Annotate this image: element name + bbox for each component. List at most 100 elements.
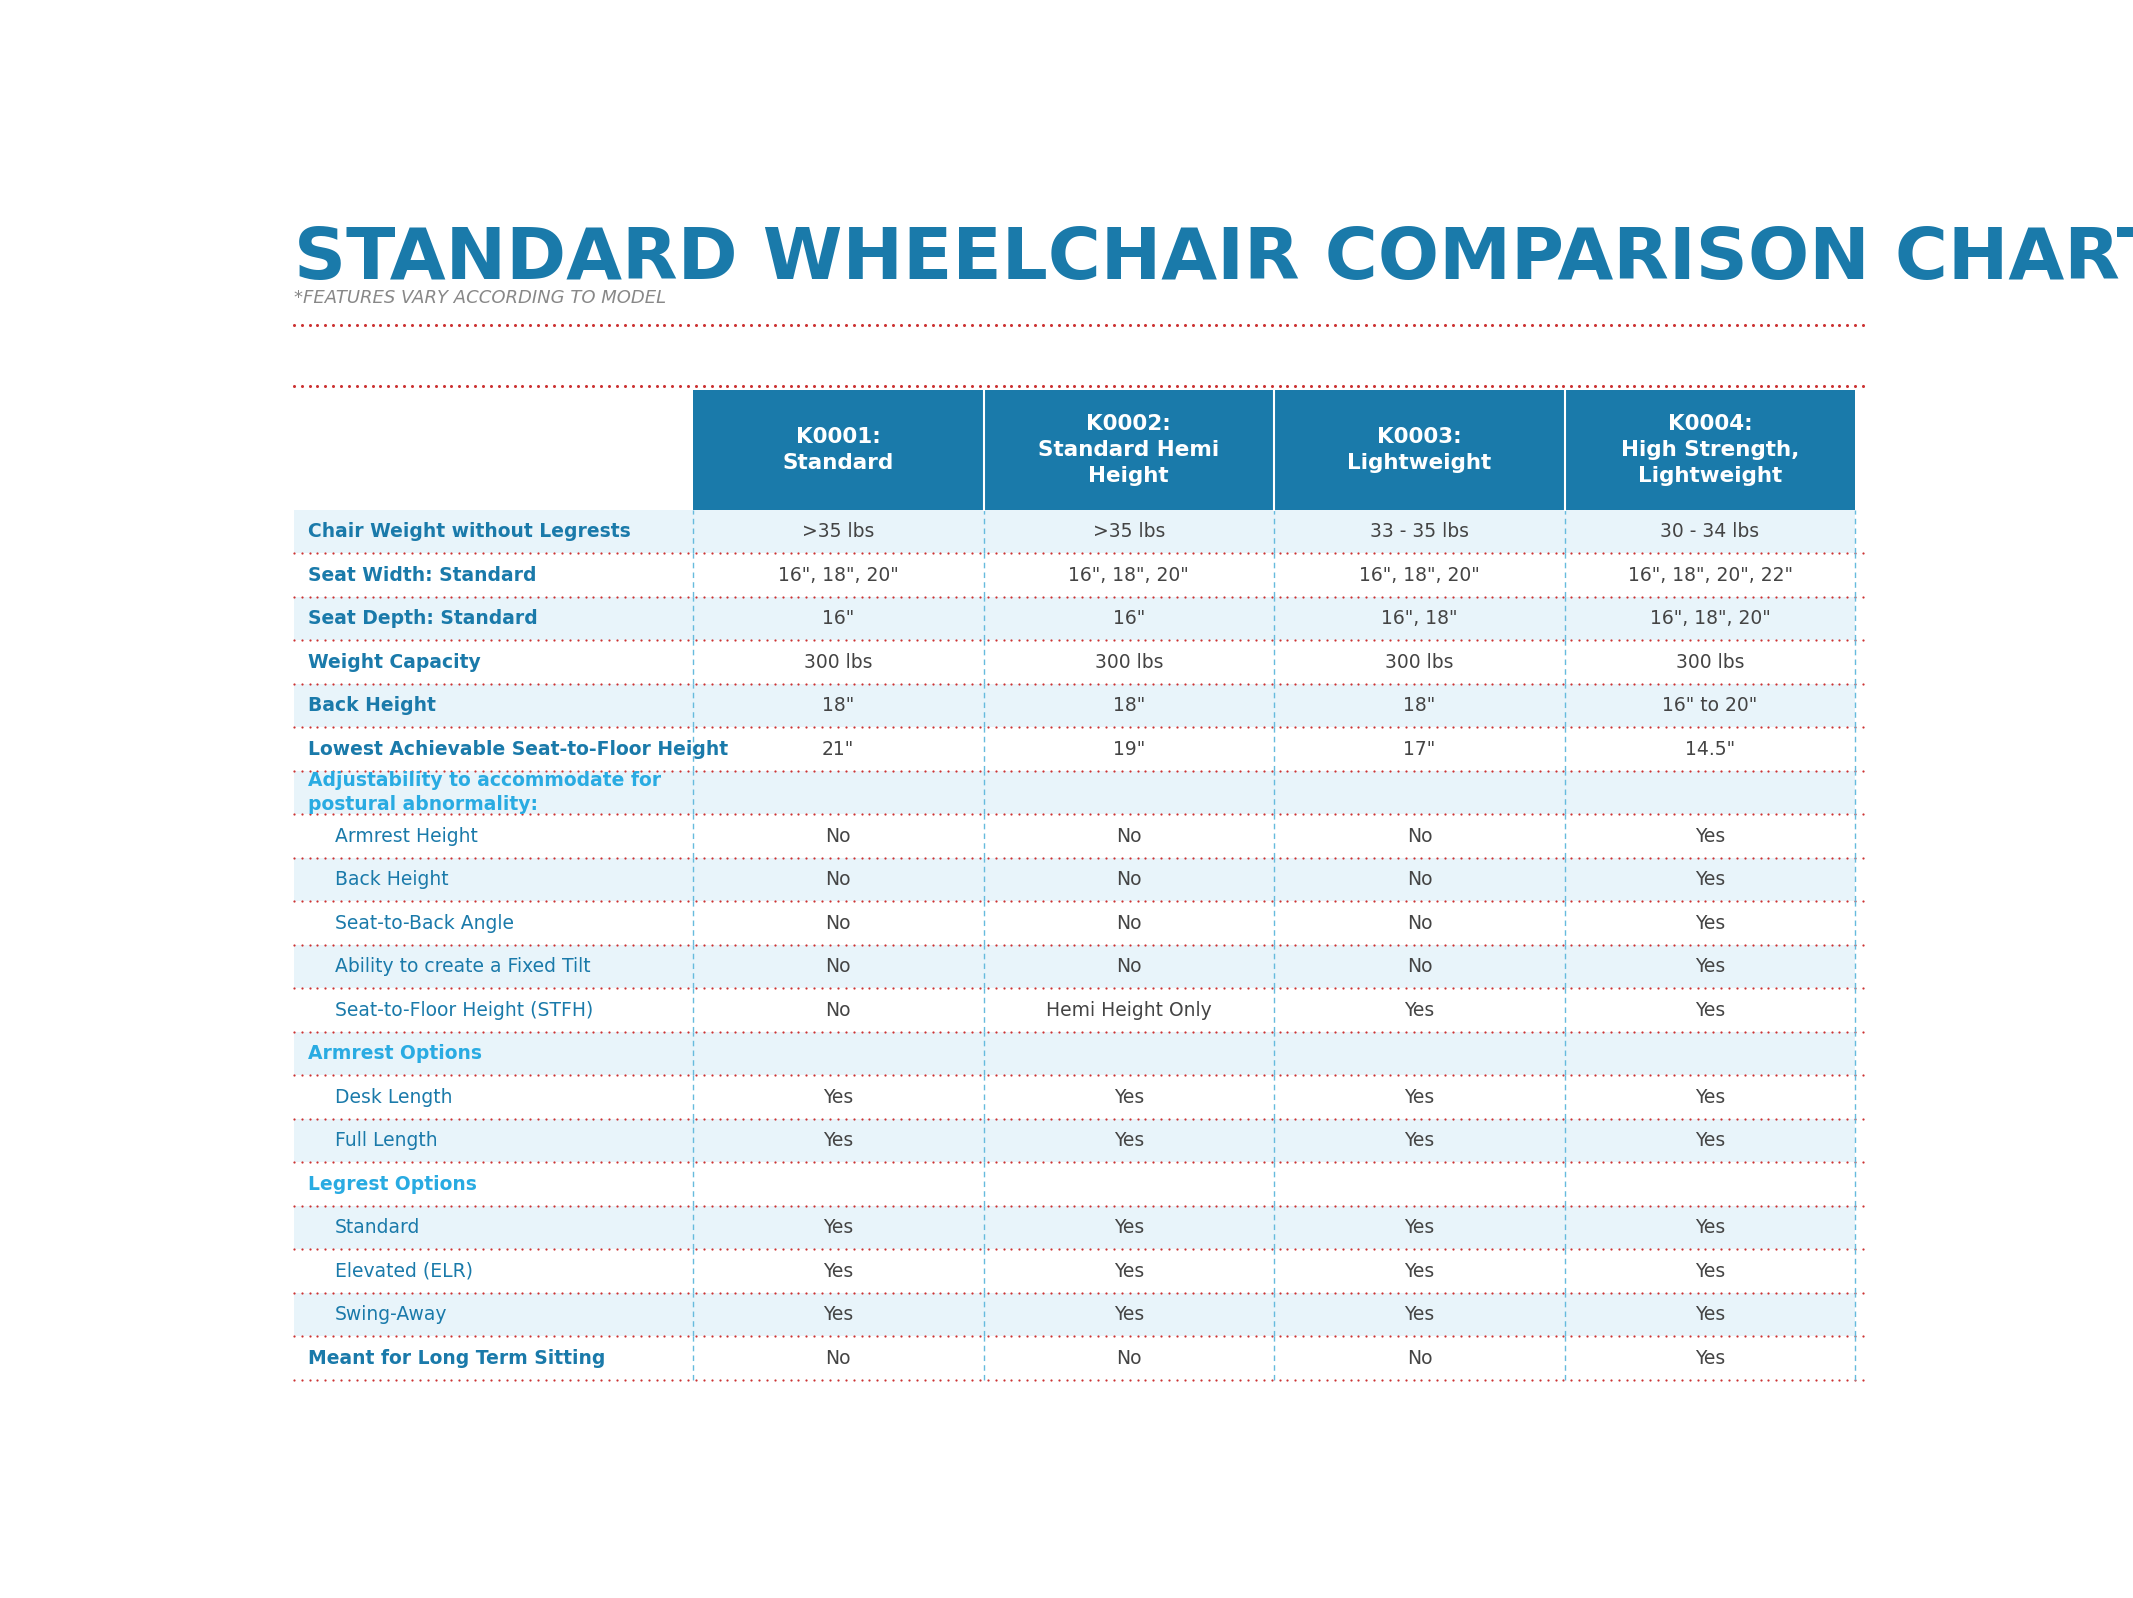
Text: Yes: Yes [1696, 826, 1726, 845]
Text: K0003:
Lightweight: K0003: Lightweight [1348, 427, 1491, 473]
Text: Seat Width: Standard: Seat Width: Standard [307, 566, 535, 585]
Text: Yes: Yes [1404, 1218, 1436, 1237]
Text: No: No [1116, 869, 1141, 888]
Text: No: No [1406, 869, 1431, 888]
Text: Weight Capacity: Weight Capacity [307, 652, 480, 671]
Text: *FEATURES VARY ACCORDING TO MODEL: *FEATURES VARY ACCORDING TO MODEL [294, 289, 665, 307]
Text: Yes: Yes [1113, 1218, 1143, 1237]
Text: Yes: Yes [1696, 1088, 1726, 1106]
Bar [294, 944, 1856, 988]
Text: Desk Length: Desk Length [335, 1088, 452, 1106]
Text: No: No [1116, 914, 1141, 933]
Bar [294, 641, 1856, 684]
Text: No: No [825, 1349, 851, 1368]
Text: Yes: Yes [823, 1261, 853, 1280]
Text: Elevated (ELR): Elevated (ELR) [335, 1261, 474, 1280]
Text: Standard: Standard [335, 1218, 420, 1237]
Text: STANDARD WHEELCHAIR COMPARISON CHART: STANDARD WHEELCHAIR COMPARISON CHART [294, 225, 2133, 294]
Text: >35 lbs: >35 lbs [802, 523, 875, 542]
Text: No: No [1116, 1349, 1141, 1368]
Text: >35 lbs: >35 lbs [1092, 523, 1165, 542]
Text: 16", 18", 20": 16", 18", 20" [1069, 566, 1190, 585]
Text: No: No [1406, 1349, 1431, 1368]
Text: 14.5": 14.5" [1685, 740, 1734, 759]
Text: Back Height: Back Height [335, 869, 448, 888]
Text: 16", 18", 20": 16", 18", 20" [1359, 566, 1480, 585]
Text: 21": 21" [821, 740, 855, 759]
Text: 18": 18" [1404, 697, 1436, 714]
Text: Seat-to-Floor Height (STFH): Seat-to-Floor Height (STFH) [335, 1000, 593, 1020]
Text: No: No [825, 914, 851, 933]
Text: Yes: Yes [1696, 1349, 1726, 1368]
Bar [294, 727, 1856, 770]
Text: 300 lbs: 300 lbs [1094, 652, 1162, 671]
Text: 18": 18" [1113, 697, 1145, 714]
Text: Yes: Yes [1696, 1131, 1726, 1151]
Text: 300 lbs: 300 lbs [1677, 652, 1745, 671]
Text: Yes: Yes [1696, 1218, 1726, 1237]
Text: Yes: Yes [1113, 1088, 1143, 1106]
Bar [294, 1206, 1856, 1250]
Text: Seat Depth: Standard: Seat Depth: Standard [307, 609, 538, 628]
Bar [294, 1032, 1856, 1075]
Text: Chair Weight without Legrests: Chair Weight without Legrests [307, 523, 631, 542]
Text: 17": 17" [1404, 740, 1436, 759]
Text: 16" to 20": 16" to 20" [1662, 697, 1758, 714]
Bar [294, 510, 1856, 553]
Text: Lowest Achievable Seat-to-Floor Height: Lowest Achievable Seat-to-Floor Height [307, 740, 727, 759]
Text: Ability to create a Fixed Tilt: Ability to create a Fixed Tilt [335, 957, 591, 976]
Bar [294, 1162, 1856, 1206]
Bar [294, 596, 1856, 641]
Text: Yes: Yes [1404, 1000, 1436, 1020]
Text: 16": 16" [1113, 609, 1145, 628]
Text: Yes: Yes [823, 1131, 853, 1151]
Text: Yes: Yes [1696, 1306, 1726, 1325]
Text: Yes: Yes [1404, 1261, 1436, 1280]
Text: 30 - 34 lbs: 30 - 34 lbs [1659, 523, 1760, 542]
Text: No: No [825, 869, 851, 888]
Text: Legrest Options: Legrest Options [307, 1175, 476, 1194]
Text: Back Height: Back Height [307, 697, 435, 714]
Text: 16", 18", 20": 16", 18", 20" [779, 566, 898, 585]
Bar [294, 1075, 1856, 1119]
Text: Yes: Yes [1113, 1261, 1143, 1280]
Text: 18": 18" [821, 697, 855, 714]
Bar [294, 1293, 1856, 1336]
Text: 300 lbs: 300 lbs [1384, 652, 1455, 671]
Text: 16", 18", 20": 16", 18", 20" [1649, 609, 1770, 628]
Bar [294, 988, 1856, 1032]
Bar [294, 684, 1856, 727]
Text: Yes: Yes [1113, 1131, 1143, 1151]
Bar [294, 770, 1856, 815]
Text: Yes: Yes [823, 1088, 853, 1106]
Text: Yes: Yes [823, 1306, 853, 1325]
Bar [693, 390, 1856, 510]
Text: 16": 16" [821, 609, 855, 628]
Text: No: No [1406, 957, 1431, 976]
Text: Yes: Yes [1696, 914, 1726, 933]
Bar [294, 901, 1856, 944]
Text: No: No [1406, 826, 1431, 845]
Text: Yes: Yes [1113, 1306, 1143, 1325]
Text: Yes: Yes [1696, 957, 1726, 976]
Text: No: No [825, 1000, 851, 1020]
Text: Yes: Yes [1404, 1088, 1436, 1106]
Text: Yes: Yes [823, 1218, 853, 1237]
Bar [294, 1336, 1856, 1379]
Text: Swing-Away: Swing-Away [335, 1306, 448, 1325]
Text: Full Length: Full Length [335, 1131, 437, 1151]
Text: No: No [825, 826, 851, 845]
Text: No: No [1406, 914, 1431, 933]
Text: Yes: Yes [1696, 1261, 1726, 1280]
Text: Meant for Long Term Sitting: Meant for Long Term Sitting [307, 1349, 606, 1368]
Text: Yes: Yes [1696, 1000, 1726, 1020]
Text: 33 - 35 lbs: 33 - 35 lbs [1369, 523, 1470, 542]
Text: 19": 19" [1113, 740, 1145, 759]
Text: K0004:
High Strength,
Lightweight: K0004: High Strength, Lightweight [1621, 414, 1800, 486]
Text: 16", 18": 16", 18" [1382, 609, 1457, 628]
Bar [294, 815, 1856, 858]
Text: Yes: Yes [1696, 869, 1726, 888]
Text: No: No [825, 957, 851, 976]
Text: No: No [1116, 826, 1141, 845]
Text: 300 lbs: 300 lbs [804, 652, 872, 671]
